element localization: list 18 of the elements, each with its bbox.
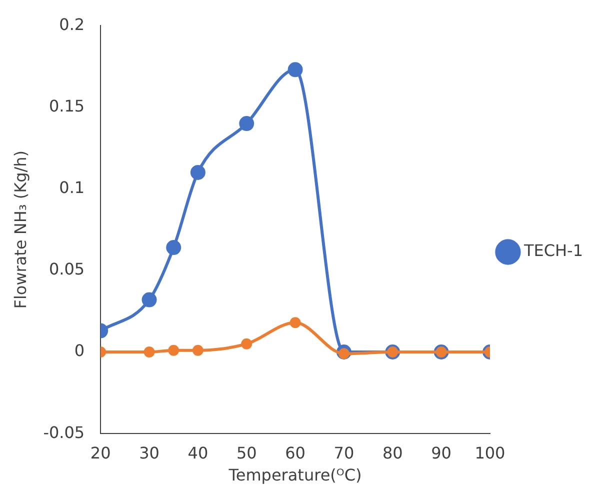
y-tick-label: 0.1 <box>59 178 85 197</box>
y-tick-label: 0 <box>74 341 85 360</box>
y-tick-label: 0.15 <box>48 96 85 116</box>
y-axis-title: Flowrate NH₃ (Kg/h) <box>10 150 30 309</box>
x-tick-label: 100 <box>474 443 506 462</box>
x-axis-title: Temperature(ᴼC) <box>228 466 362 485</box>
legend-label: TECH-1 <box>522 241 584 260</box>
x-tick-label: 20 <box>90 443 111 462</box>
y-tick-label: -0.05 <box>43 422 85 442</box>
y-tick-label: 0.05 <box>48 260 85 279</box>
x-tick-label: 90 <box>431 443 452 462</box>
x-tick-label: 40 <box>188 443 208 462</box>
x-tick-label: 50 <box>236 443 257 462</box>
y-tick-label: 0.2 <box>59 14 85 34</box>
x-tick-label: 80 <box>382 443 403 462</box>
x-tick-label: 70 <box>334 443 354 462</box>
x-tick-label: 60 <box>285 443 306 462</box>
x-tick-label: 30 <box>139 443 160 462</box>
